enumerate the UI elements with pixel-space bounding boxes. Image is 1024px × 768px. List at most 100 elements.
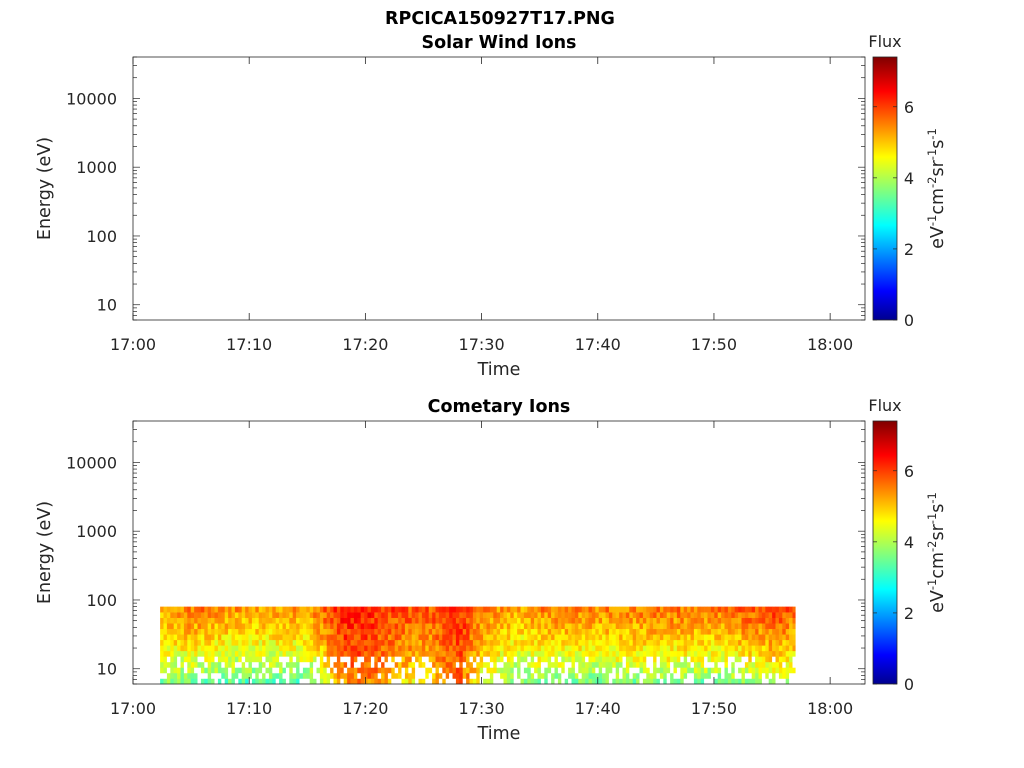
- flux-cell: [683, 639, 688, 646]
- flux-cell: [469, 672, 474, 679]
- flux-cell: [432, 639, 436, 646]
- flux-cell: [364, 645, 368, 652]
- flux-cell: [721, 606, 725, 613]
- flux-cell: [241, 634, 246, 641]
- flux-cell: [285, 628, 290, 635]
- flux-cell: [554, 661, 559, 668]
- flux-cell: [449, 634, 453, 641]
- flux-cell: [316, 661, 321, 668]
- flux-cell: [466, 617, 470, 624]
- flux-cell: [204, 639, 209, 646]
- flux-cell: [602, 606, 606, 613]
- flux-cell: [527, 656, 532, 663]
- y-tick-label: 100: [86, 227, 117, 246]
- flux-cell: [608, 617, 613, 624]
- flux-cell: [710, 667, 715, 674]
- flux-cell: [394, 628, 399, 635]
- flux-cell: [347, 650, 351, 657]
- flux-cell: [568, 612, 572, 618]
- flux-cell: [619, 634, 623, 641]
- flux-cell: [234, 645, 239, 652]
- flux-cell: [377, 672, 382, 679]
- flux-cell: [710, 661, 715, 668]
- colorbar-units-base: cm: [928, 188, 948, 215]
- flux-cell: [755, 612, 759, 618]
- flux-cell: [646, 656, 651, 663]
- flux-cell: [673, 606, 678, 613]
- flux-cell: [211, 634, 215, 641]
- flux-cell: [302, 617, 307, 624]
- flux-cell: [258, 650, 263, 657]
- flux-cell: [564, 656, 569, 663]
- flux-cell: [775, 650, 780, 657]
- flux-cell: [683, 617, 688, 624]
- flux-cell: [435, 672, 440, 679]
- flux-cell: [636, 623, 640, 630]
- flux-cell: [751, 650, 756, 657]
- flux-cell: [683, 650, 688, 657]
- flux-cell: [782, 661, 787, 668]
- flux-cell: [595, 645, 600, 652]
- flux-cell: [194, 672, 198, 679]
- flux-cell: [377, 612, 382, 618]
- flux-cell: [381, 645, 385, 652]
- flux-cell: [598, 606, 603, 613]
- flux-cell: [517, 639, 521, 646]
- flux-cell: [234, 650, 239, 657]
- flux-cell: [775, 617, 780, 624]
- flux-cell: [503, 612, 508, 618]
- flux-cell: [710, 612, 715, 618]
- flux-cell: [217, 667, 222, 674]
- flux-cell: [428, 645, 433, 652]
- flux-cell: [483, 617, 487, 624]
- flux-cell: [279, 617, 283, 624]
- flux-cell: [530, 661, 535, 668]
- flux-cell: [387, 667, 392, 674]
- flux-cell: [340, 678, 345, 685]
- flux-cell: [408, 634, 413, 641]
- flux-cell: [639, 634, 644, 641]
- flux-cell: [758, 617, 763, 624]
- flux-cell: [700, 678, 705, 685]
- flux-cell: [245, 639, 249, 646]
- flux-cell: [313, 667, 317, 674]
- flux-cell: [428, 678, 433, 685]
- flux-cell: [455, 634, 460, 641]
- flux-cell: [374, 639, 379, 646]
- flux-cell: [262, 623, 266, 630]
- flux-cell: [612, 612, 617, 618]
- flux-cell: [190, 639, 195, 646]
- flux-cell: [353, 606, 358, 613]
- flux-cell: [595, 661, 600, 668]
- flux-cell: [350, 645, 355, 652]
- flux-cell: [666, 661, 671, 668]
- flux-cell: [197, 617, 202, 624]
- flux-cell: [731, 650, 736, 657]
- flux-cell: [765, 634, 770, 641]
- flux-cell: [207, 623, 212, 630]
- flux-cell: [710, 656, 715, 663]
- flux-cell: [676, 623, 681, 630]
- flux-cell: [170, 678, 175, 685]
- flux-cell: [333, 634, 338, 641]
- flux-cell: [302, 656, 307, 663]
- flux-cell: [724, 672, 729, 679]
- flux-cell: [693, 634, 698, 641]
- flux-cell: [435, 667, 440, 674]
- flux-cell: [340, 623, 345, 630]
- flux-cell: [330, 656, 334, 663]
- flux-cell: [282, 645, 287, 652]
- flux-cell: [670, 623, 674, 630]
- flux-cell: [299, 617, 304, 624]
- flux-cell: [717, 606, 722, 613]
- flux-cell: [748, 661, 753, 668]
- flux-cell: [455, 623, 460, 630]
- flux-cell: [472, 667, 477, 674]
- flux-cell: [221, 623, 226, 630]
- flux-cell: [551, 612, 555, 618]
- flux-cell: [744, 634, 749, 641]
- flux-cell: [489, 606, 494, 613]
- flux-cell: [619, 628, 623, 635]
- flux-cell: [591, 612, 596, 618]
- x-tick-label: 17:50: [691, 699, 737, 718]
